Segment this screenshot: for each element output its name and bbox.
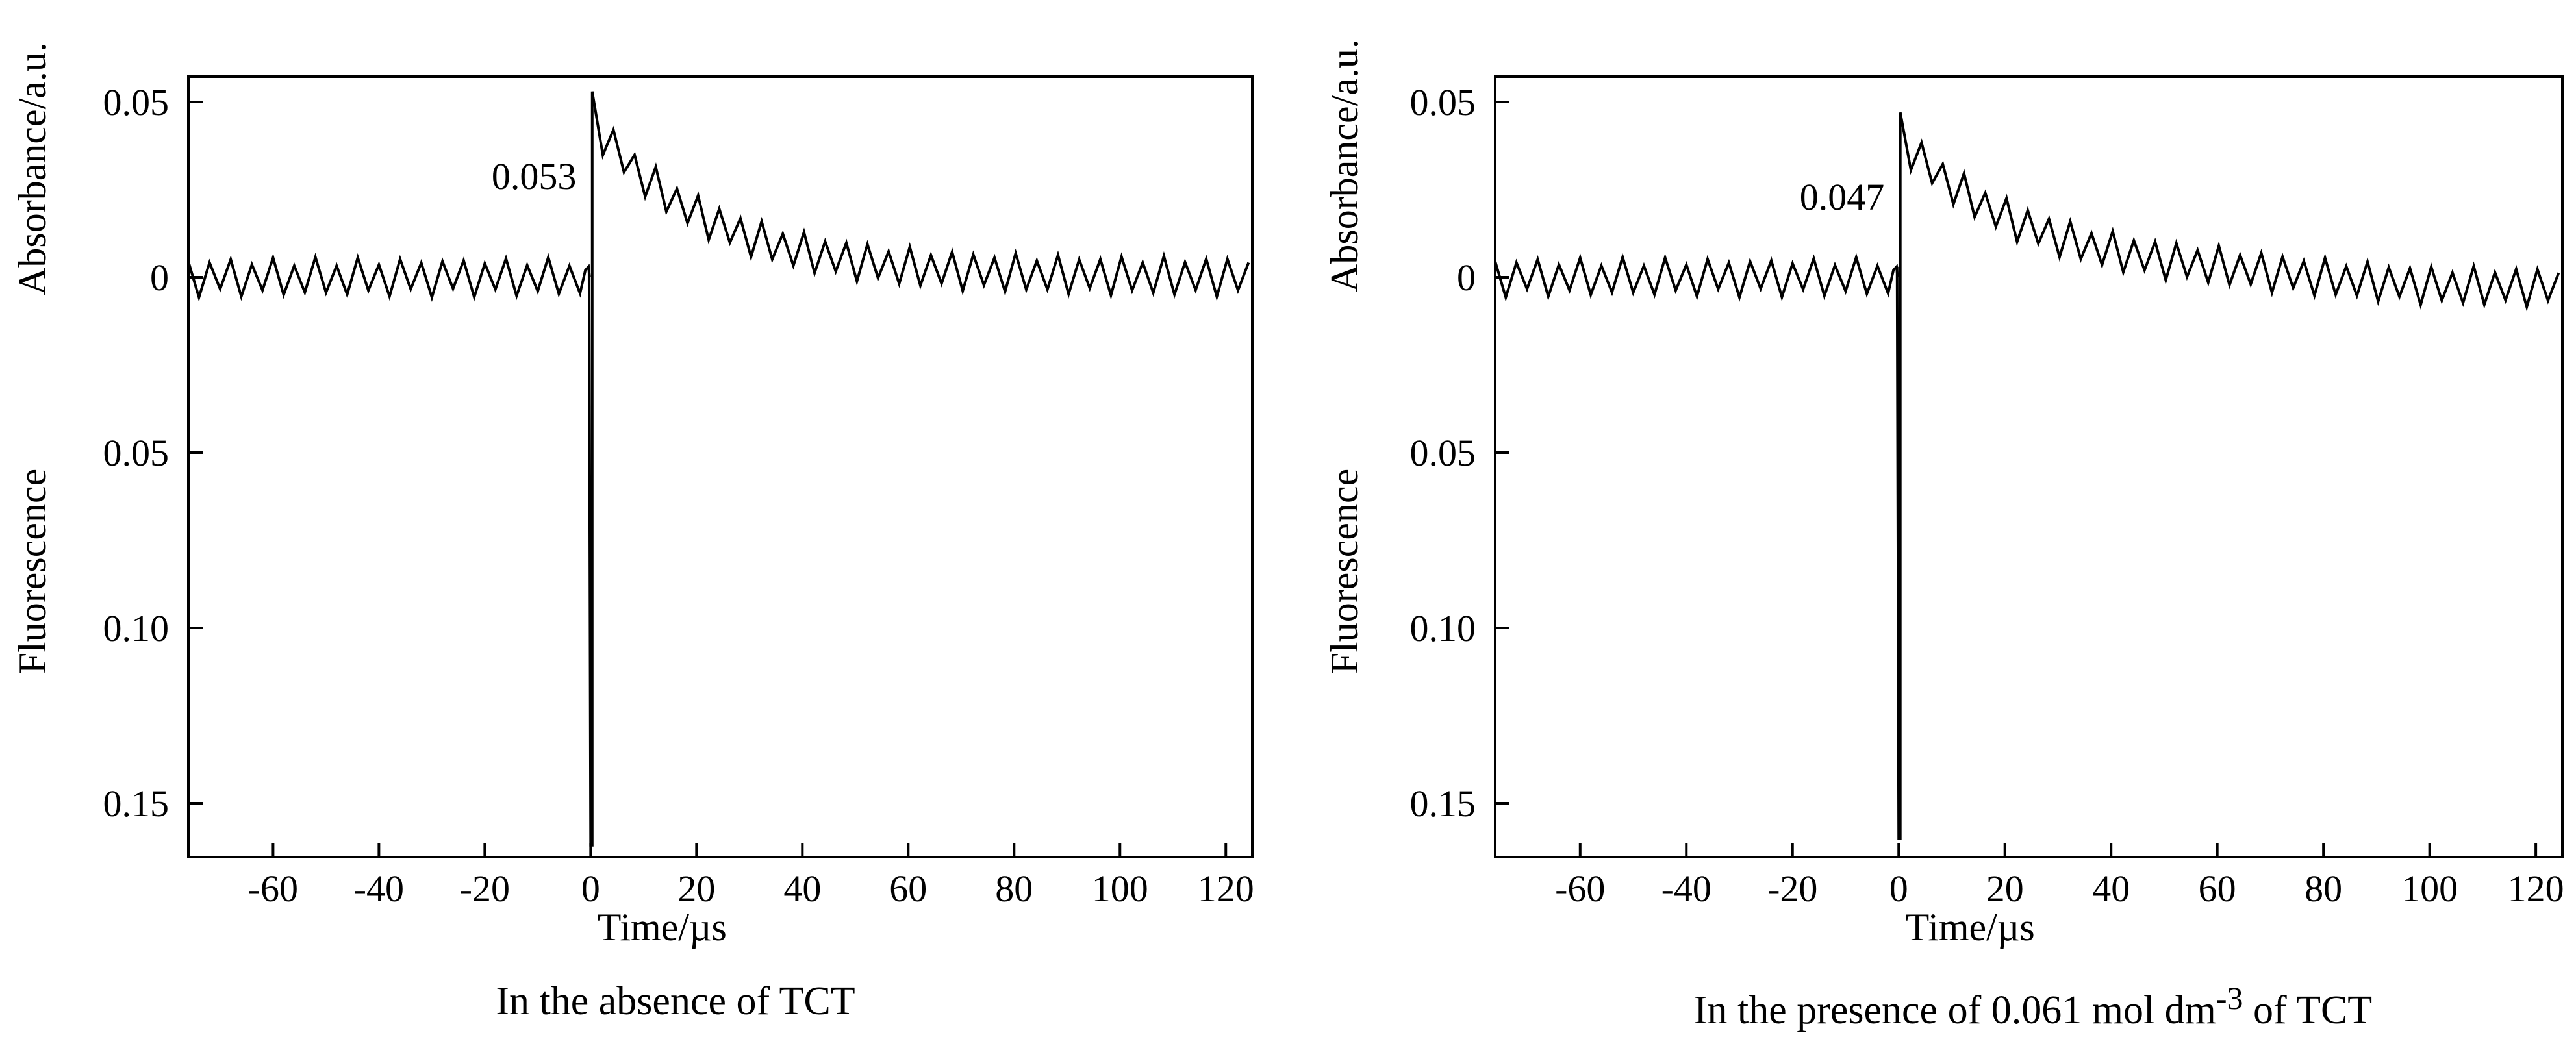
panel-presence-of-tct: -60 -40 -20 0 20 40 60 80 100 120 0.05 0 0.05 0.10 0.1… bbox=[1323, 39, 2564, 1032]
absorbance-trace-baseline bbox=[1494, 253, 1899, 302]
x-tick-label: 40 bbox=[2092, 867, 2130, 910]
fluorescence-spike bbox=[1895, 112, 1902, 840]
fluorescence-spike bbox=[587, 91, 594, 847]
absorbance-trace-decay bbox=[1899, 112, 2560, 312]
panel-absence-of-tct: -60 -40 -20 0 20 40 60 80 100 120 0.05 0 0.05 0.10 0.1… bbox=[11, 42, 1254, 1023]
x-tick-label: 100 bbox=[2401, 867, 2458, 910]
x-tick-label: -20 bbox=[1767, 867, 1817, 910]
x-tick-label: 0 bbox=[1889, 867, 1908, 910]
x-tick-label: 60 bbox=[2199, 867, 2236, 910]
x-tick-label: -60 bbox=[1555, 867, 1605, 910]
x-tick-label: 40 bbox=[783, 867, 821, 910]
peak-annotation: 0.047 bbox=[1800, 176, 1885, 218]
y-tick-label-fluorescence: 0.05 bbox=[1410, 432, 1476, 474]
x-tick-label: -40 bbox=[1661, 867, 1711, 910]
plot-frame bbox=[187, 75, 1254, 858]
x-tick-label: 80 bbox=[995, 867, 1033, 910]
absorbance-trace-decay bbox=[590, 91, 1250, 302]
y-axis-title-fluorescence: Fluorescence bbox=[1323, 469, 1366, 675]
plot-frame bbox=[1494, 75, 2564, 858]
x-tick-label: 20 bbox=[1986, 867, 2024, 910]
x-tick-label: -20 bbox=[460, 867, 510, 910]
y-tick-label-absorbance: 0 bbox=[150, 256, 169, 299]
y-tick-label-fluorescence: 0.15 bbox=[103, 782, 170, 825]
x-tick-label: 120 bbox=[1198, 867, 1254, 910]
x-axis-title: Time/µs bbox=[598, 906, 727, 949]
panel-caption: In the absence of TCT bbox=[496, 979, 855, 1023]
y-tick-label-fluorescence: 0.10 bbox=[103, 607, 170, 649]
x-axis-title: Time/µs bbox=[1906, 906, 2035, 949]
y-tick-label-absorbance: 0 bbox=[1457, 256, 1476, 299]
x-tick-label: 120 bbox=[2508, 867, 2564, 910]
y-tick-label-fluorescence: 0.15 bbox=[1410, 782, 1476, 825]
x-tick-label: 60 bbox=[889, 867, 927, 910]
y-axis-title-fluorescence: Fluorescence bbox=[11, 469, 54, 675]
absorbance-trace-baseline bbox=[187, 253, 591, 302]
y-tick-label-fluorescence: 0.10 bbox=[1410, 607, 1476, 649]
x-tick-label: 100 bbox=[1092, 867, 1148, 910]
x-tick-label: 0 bbox=[581, 867, 600, 910]
peak-annotation: 0.053 bbox=[492, 155, 577, 197]
x-tick-label: -40 bbox=[354, 867, 404, 910]
x-tick-label: -60 bbox=[248, 867, 298, 910]
x-tick-label: 80 bbox=[2305, 867, 2342, 910]
y-axis-title-absorbance: Absorbance/a.u. bbox=[11, 42, 54, 295]
y-tick-label-fluorescence: 0.05 bbox=[103, 432, 170, 474]
x-tick-label: 20 bbox=[677, 867, 715, 910]
y-tick-label-absorbance: 0.05 bbox=[103, 81, 170, 123]
y-axis-title-absorbance: Absorbance/a.u. bbox=[1323, 39, 1366, 292]
panel-caption: In the presence of 0.061 mol dm-3 of TCT bbox=[1694, 980, 2372, 1032]
y-tick-label-absorbance: 0.05 bbox=[1410, 81, 1476, 123]
